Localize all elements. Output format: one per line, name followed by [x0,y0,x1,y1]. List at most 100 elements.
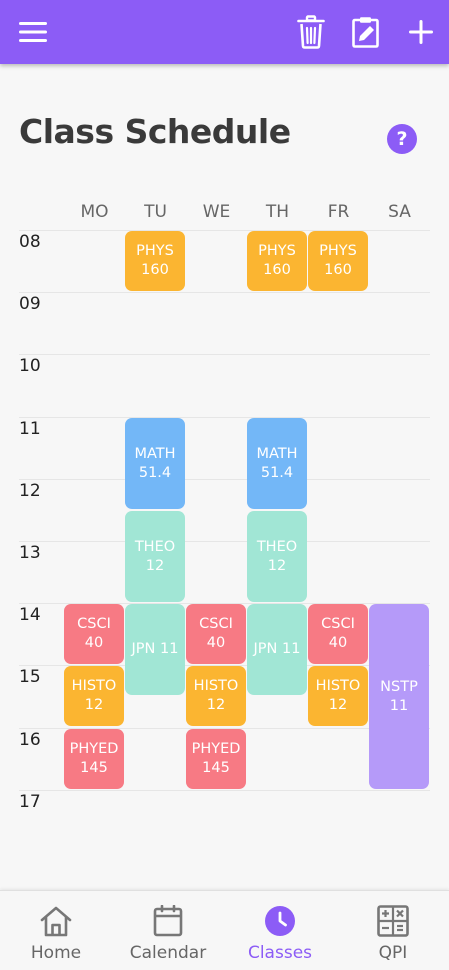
class-name: PHYED [69,741,119,757]
nav-qpi-label: QPI [378,943,408,963]
hour-gridline [19,728,430,729]
class-block[interactable]: MATH 51.4 [125,418,185,509]
class-number: 51.4 [138,464,172,481]
class-block[interactable]: JPN 11 [247,604,307,695]
hour-gridline [19,541,430,542]
menu-button[interactable] [10,0,56,64]
hour-label: 15 [19,667,41,687]
hour-gridline [19,603,430,604]
plus-icon [409,20,433,44]
help-icon: ? [396,128,408,150]
class-number: 11 [389,697,409,714]
bottom-nav: Home Calendar Classes [0,890,449,970]
nav-classes-label: Classes [247,943,313,963]
hour-label: 10 [19,356,41,376]
hour-label: 16 [19,730,41,750]
clipboard-edit-icon [352,17,379,48]
trash-icon [297,15,325,49]
class-name: CSCI [321,616,355,632]
hour-gridline [19,665,430,666]
nav-calendar-label: Calendar [129,943,207,963]
class-name: PHYED [191,741,241,757]
app-bar [0,0,449,64]
hour-gridline [19,354,430,355]
class-name: HISTO [71,678,117,694]
edit-button[interactable] [345,0,387,64]
class-name: THEO [134,538,176,555]
class-name: CSCI [199,616,233,632]
class-name: THEO [256,538,298,555]
hour-label: 13 [19,543,41,563]
help-button[interactable]: ? [387,124,417,154]
class-number: 145 [202,760,230,776]
class-name: JPN 11 [131,641,179,657]
hour-gridline [19,417,430,418]
class-name: NSTP [380,678,418,695]
class-block[interactable]: CSCI 40 [186,604,246,664]
day-header-mo: MO [80,202,109,222]
home-icon [40,906,72,937]
class-number: 160 [324,262,352,278]
class-number: 160 [141,262,169,278]
class-name: HISTO [315,678,361,694]
hour-label: 09 [19,294,41,314]
class-name: PHYS [319,243,357,259]
class-block[interactable]: THEO 12 [247,511,307,602]
day-header-th: TH [265,202,290,222]
class-name: HISTO [193,678,239,694]
class-number: 40 [84,635,104,651]
class-block[interactable]: HISTO 12 [186,666,246,726]
class-block[interactable]: PHYS 160 [247,231,307,291]
hour-gridline [19,790,430,791]
class-block[interactable]: THEO 12 [125,511,185,602]
class-block[interactable]: PHYS 160 [308,231,368,291]
class-name: MATH [134,445,176,462]
class-name: PHYS [258,243,296,259]
nav-home[interactable]: Home [0,891,112,970]
class-number: 160 [263,262,291,278]
hour-gridline [19,292,430,293]
hamburger-icon [19,22,47,42]
clock-icon [265,906,295,936]
class-block[interactable]: PHYED 145 [186,729,246,789]
day-header-fr: FR [327,202,350,222]
page-title: Class Schedule [19,112,291,151]
nav-calendar[interactable]: Calendar [112,891,224,970]
class-block[interactable]: PHYED 145 [64,729,124,789]
hour-label: 17 [19,792,41,812]
class-block[interactable]: CSCI 40 [64,604,124,664]
hour-gridline [19,479,430,480]
delete-button[interactable] [290,0,332,64]
class-block[interactable]: HISTO 12 [64,666,124,726]
class-number: 12 [145,557,165,574]
nav-qpi[interactable]: QPI [337,891,449,970]
add-button[interactable] [400,0,442,64]
class-number: 12 [84,697,104,713]
class-block[interactable]: PHYS 160 [125,231,185,291]
calculator-icon [377,905,409,937]
class-block[interactable]: NSTP 11 [369,604,429,789]
class-name: MATH [256,445,298,462]
class-name: JPN 11 [253,641,301,657]
day-header-we: WE [202,202,231,222]
day-header-sa: SA [388,202,411,222]
class-block[interactable]: HISTO 12 [308,666,368,726]
hour-label: 11 [19,419,41,439]
class-block[interactable]: CSCI 40 [308,604,368,664]
class-name: PHYS [136,243,174,259]
hour-label: 08 [19,232,41,252]
class-number: 51.4 [260,464,294,481]
nav-home-label: Home [30,943,82,963]
hour-gridline [19,230,430,231]
class-block[interactable]: MATH 51.4 [247,418,307,509]
class-number: 12 [328,697,348,713]
class-number: 12 [206,697,226,713]
hour-label: 12 [19,481,41,501]
class-block[interactable]: JPN 11 [125,604,185,695]
hour-label: 14 [19,605,41,625]
class-name: CSCI [77,616,111,632]
nav-classes[interactable]: Classes [224,891,336,970]
class-number: 145 [80,760,108,776]
calendar-icon [153,905,183,937]
class-number: 40 [206,635,226,651]
